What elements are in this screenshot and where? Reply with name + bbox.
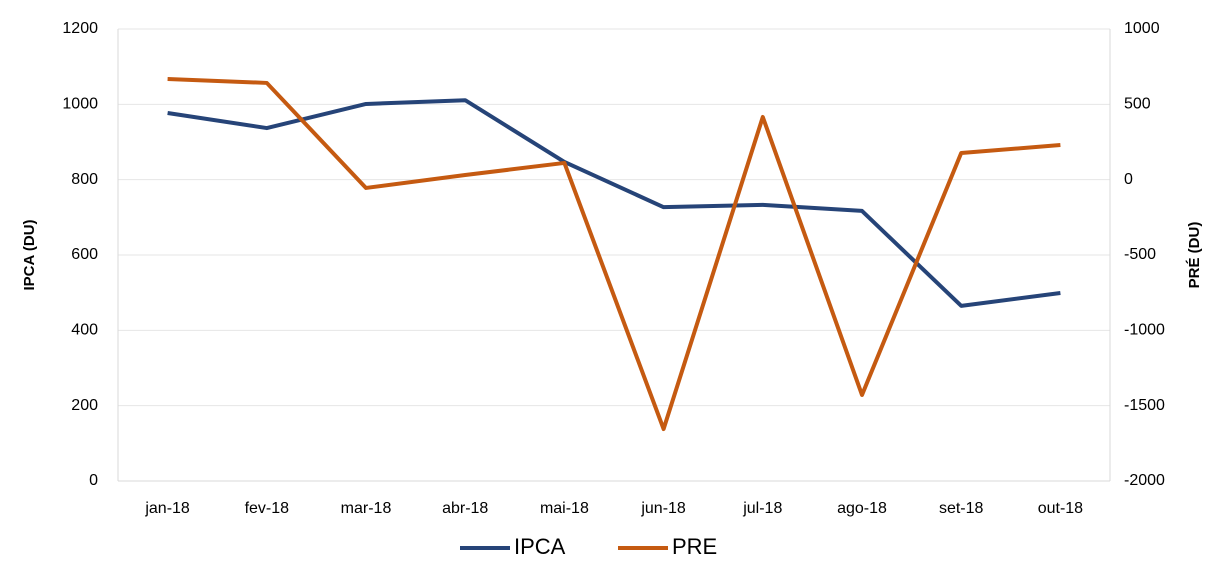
y2-tick-label: -1000: [1124, 322, 1165, 339]
y2-tick-label: 1000: [1124, 20, 1160, 37]
y2-tick-label: -500: [1124, 246, 1156, 263]
x-tick-label: fev-18: [245, 500, 290, 517]
x-tick-label: ago-18: [837, 500, 887, 517]
y2-tick-label: 500: [1124, 96, 1151, 113]
legend-label: IPCA: [514, 534, 566, 559]
series-line: [167, 98, 1061, 308]
y-tick-label: 200: [71, 397, 98, 414]
y2-axis-label: PRÉ (DU): [1186, 222, 1203, 289]
x-tick-label: out-18: [1038, 500, 1083, 517]
y-tick-label: 1000: [62, 96, 98, 113]
x-tick-label: jun-18: [640, 500, 686, 517]
legend-label: PRE: [672, 534, 717, 559]
y-tick-label: 400: [71, 322, 98, 339]
y2-tick-label: -2000: [1124, 472, 1165, 489]
y-tick-label: 800: [71, 171, 98, 188]
x-tick-label: set-18: [939, 500, 984, 517]
y2-tick-label: -1500: [1124, 397, 1165, 414]
y-axis-label: IPCA (DU): [21, 219, 38, 290]
x-tick-label: mar-18: [341, 500, 392, 517]
x-tick-label: jan-18: [144, 500, 190, 517]
y-tick-label: 600: [71, 246, 98, 263]
y2-tick-label: 0: [1124, 171, 1133, 188]
x-tick-label: jul-18: [742, 500, 782, 517]
x-tick-label: abr-18: [442, 500, 488, 517]
series-line: [167, 77, 1061, 432]
y-tick-label: 1200: [62, 20, 98, 37]
y-tick-label: 0: [89, 472, 98, 489]
x-tick-label: mai-18: [540, 500, 589, 517]
